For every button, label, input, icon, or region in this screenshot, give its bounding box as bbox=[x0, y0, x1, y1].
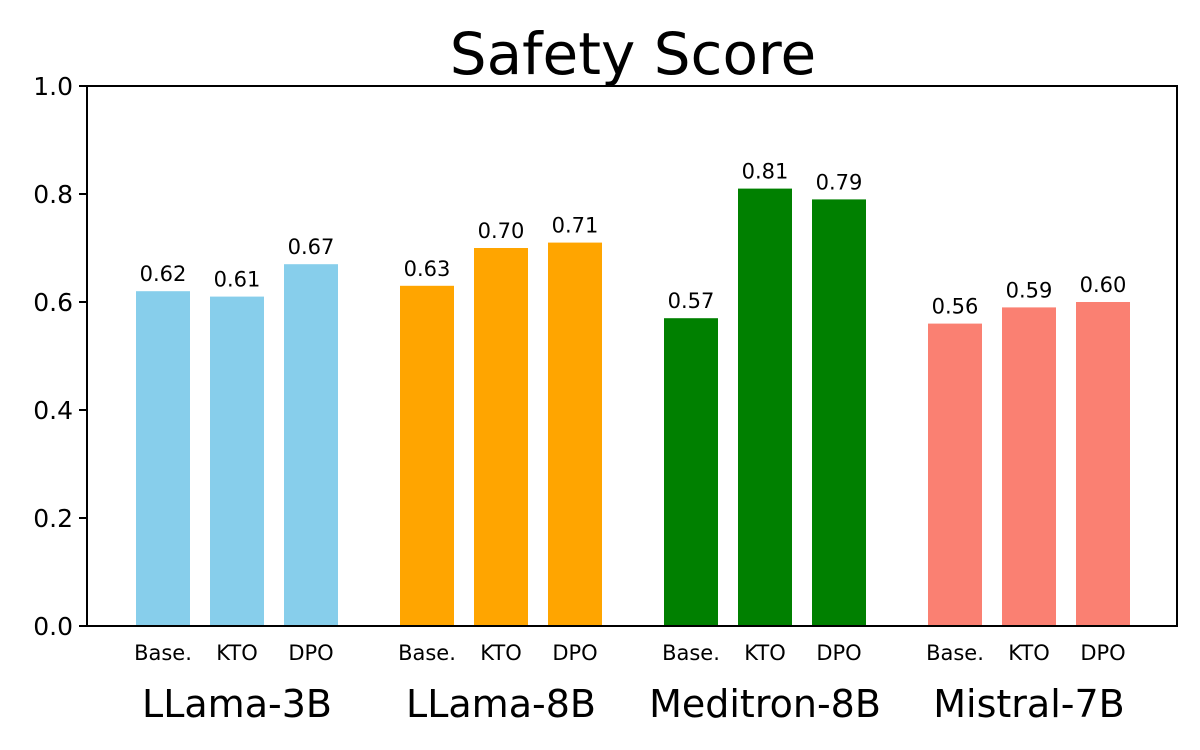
group-label: Mistral-7B bbox=[933, 682, 1124, 726]
bars-layer: 0.62 0.61 0.67 0.63 0.70 0.71 0.57 0.81 0.79 0.56… bbox=[136, 160, 1130, 626]
bar-value-label: 0.67 bbox=[288, 235, 335, 259]
bar-value-label: 0.59 bbox=[1006, 278, 1053, 302]
bar-mistral-7b-base bbox=[928, 323, 982, 626]
x-tick-label: Base. bbox=[662, 641, 720, 665]
y-tick-label: 1.0 bbox=[33, 72, 73, 101]
x-axis: Base. KTO DPO LLama-3B Base. KTO DPO LLama-8B Ba… bbox=[134, 641, 1126, 726]
bar-value-label: 0.79 bbox=[816, 170, 863, 194]
bar-llama-3b-kto bbox=[210, 296, 264, 626]
x-tick-label: Base. bbox=[398, 641, 456, 665]
chart-title: Safety Score bbox=[450, 20, 816, 88]
group-label: Meditron-8B bbox=[649, 682, 881, 726]
x-tick-label: KTO bbox=[1008, 641, 1050, 665]
bar-value-label: 0.62 bbox=[140, 262, 187, 286]
bar-meditron-8b-base bbox=[664, 318, 718, 626]
group-label: LLama-8B bbox=[406, 682, 596, 726]
bar-mistral-7b-dpo bbox=[1076, 302, 1130, 626]
bar-llama-3b-base bbox=[136, 291, 190, 626]
y-tick-label: 0.6 bbox=[33, 288, 73, 317]
bar-meditron-8b-kto bbox=[738, 188, 792, 626]
x-tick-label: DPO bbox=[552, 641, 597, 665]
y-tick-label: 0.8 bbox=[33, 180, 73, 209]
bar-llama-8b-kto bbox=[474, 248, 528, 626]
y-axis: 0.0 0.2 0.4 0.6 0.8 1.0 bbox=[33, 72, 87, 641]
x-tick-label: DPO bbox=[816, 641, 861, 665]
bar-value-label: 0.70 bbox=[478, 219, 525, 243]
x-tick-label: KTO bbox=[744, 641, 786, 665]
x-tick-label: KTO bbox=[216, 641, 258, 665]
x-tick-label: Base. bbox=[134, 641, 192, 665]
x-tick-label: KTO bbox=[480, 641, 522, 665]
bar-llama-8b-base bbox=[400, 285, 454, 626]
bar-value-label: 0.61 bbox=[214, 268, 261, 292]
plot-frame bbox=[86, 85, 1178, 627]
x-tick-label: DPO bbox=[288, 641, 333, 665]
bar-value-label: 0.56 bbox=[932, 295, 979, 319]
bar-value-label: 0.81 bbox=[742, 160, 789, 184]
bar-value-label: 0.71 bbox=[552, 214, 599, 238]
bar-llama-3b-dpo bbox=[284, 264, 338, 626]
bar-value-label: 0.63 bbox=[404, 257, 451, 281]
x-tick-label: DPO bbox=[1080, 641, 1125, 665]
y-tick-label: 0.0 bbox=[33, 612, 73, 641]
bar-mistral-7b-kto bbox=[1002, 307, 1056, 626]
bar-llama-8b-dpo bbox=[548, 242, 602, 626]
bar-value-label: 0.60 bbox=[1080, 273, 1127, 297]
x-tick-label: Base. bbox=[926, 641, 984, 665]
y-tick-label: 0.4 bbox=[33, 396, 73, 425]
bar-meditron-8b-dpo bbox=[812, 199, 866, 626]
bar-value-label: 0.57 bbox=[668, 289, 715, 313]
group-label: LLama-3B bbox=[142, 682, 332, 726]
y-tick-label: 0.2 bbox=[33, 504, 73, 533]
